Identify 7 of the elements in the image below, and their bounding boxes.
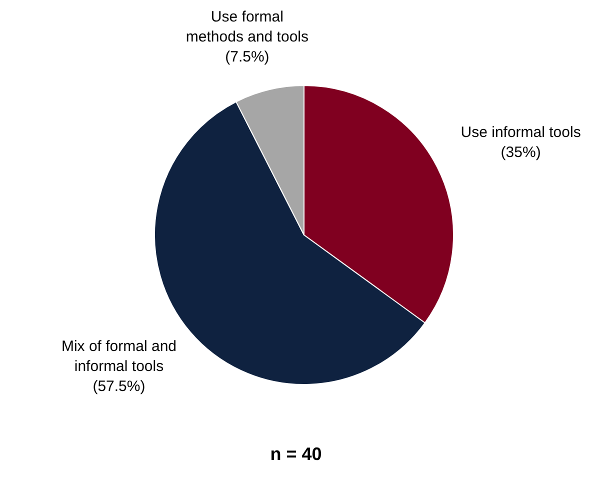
slice-label: Use informal tools [460,124,581,141]
data-label: (57.5%) [92,378,146,396]
slice-label: Mix of formal and informal tools [61,338,176,376]
data-label: (35%) [500,144,541,161]
data-label: (7.5%) [225,48,270,66]
slice-label: Use formal methods and tools [186,8,308,46]
text: n = 40 [270,444,322,464]
